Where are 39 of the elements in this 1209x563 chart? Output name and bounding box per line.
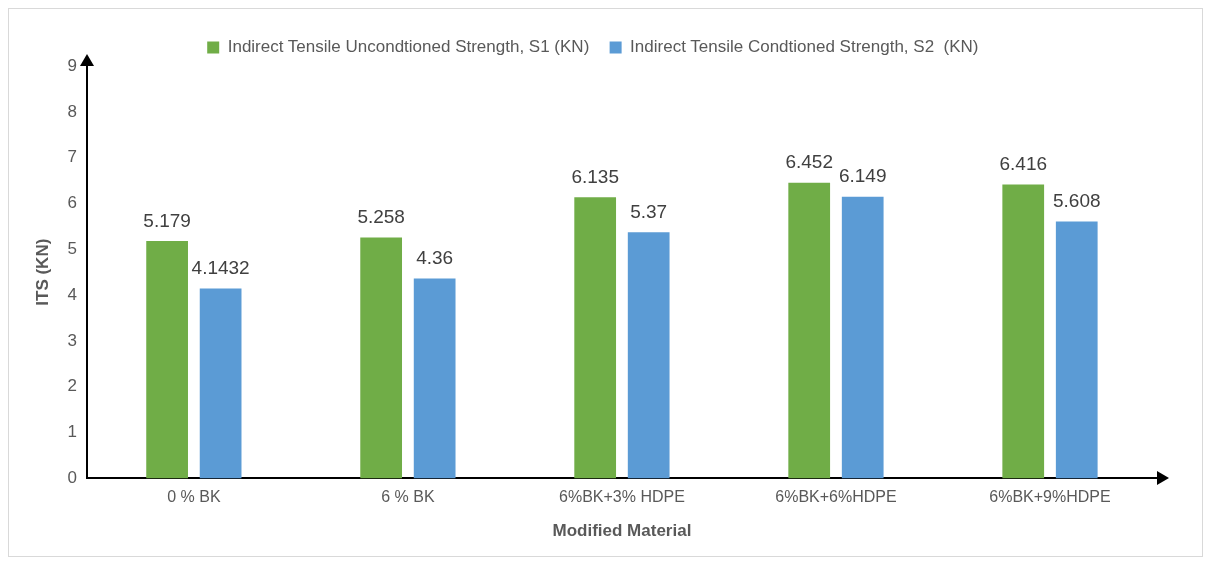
bar [146,241,188,479]
legend-label: Indirect Tensile Uncondtioned Strength, S1 (KN) [227,37,590,57]
y-tick-label: 6 [67,193,77,213]
x-axis-title: Modified Material [552,521,692,541]
data-label: 6.452 [785,151,833,173]
x-tick-label: 0 % BK [167,488,221,506]
data-label: 4.36 [416,247,454,269]
y-axis-title: ITS (KN) [32,238,52,306]
data-label: 6.149 [838,165,887,187]
bar [627,232,670,479]
legend-label: Indirect Tensile Condtioned Strength, S2 (KN) [630,37,979,57]
y-tick-label: 8 [67,101,77,121]
data-label: 4.1432 [191,257,250,279]
bar [574,197,617,479]
bar [841,196,884,479]
bar [413,278,456,479]
y-tick-label: 9 [67,55,77,75]
y-tick-label: 0 [67,468,77,488]
y-tick-label: 2 [67,376,77,396]
bar [788,182,831,479]
y-tick-label: 5 [67,238,77,258]
x-tick-label: 6%BK+6%HDPE [775,488,897,506]
y-tick-label: 4 [67,284,77,304]
x-tick-label: 6 % BK [381,488,435,506]
y-tick-label: 7 [67,147,77,167]
data-label: 5.608 [1052,190,1101,212]
data-label: 5.37 [630,201,668,223]
data-label: 6.416 [999,153,1048,175]
bar [1002,184,1045,479]
data-label: 5.179 [143,209,191,231]
y-tick-label: 3 [67,330,77,350]
bar [360,237,403,479]
bar [1055,221,1098,479]
y-tick-label: 1 [67,422,77,442]
data-label: 5.258 [357,206,405,228]
x-tick-label: 6%BK+3% HDPE [559,488,685,506]
bar [199,288,242,479]
data-label: 6.135 [571,166,619,188]
x-tick-label: 6%BK+9%HDPE [989,488,1111,506]
